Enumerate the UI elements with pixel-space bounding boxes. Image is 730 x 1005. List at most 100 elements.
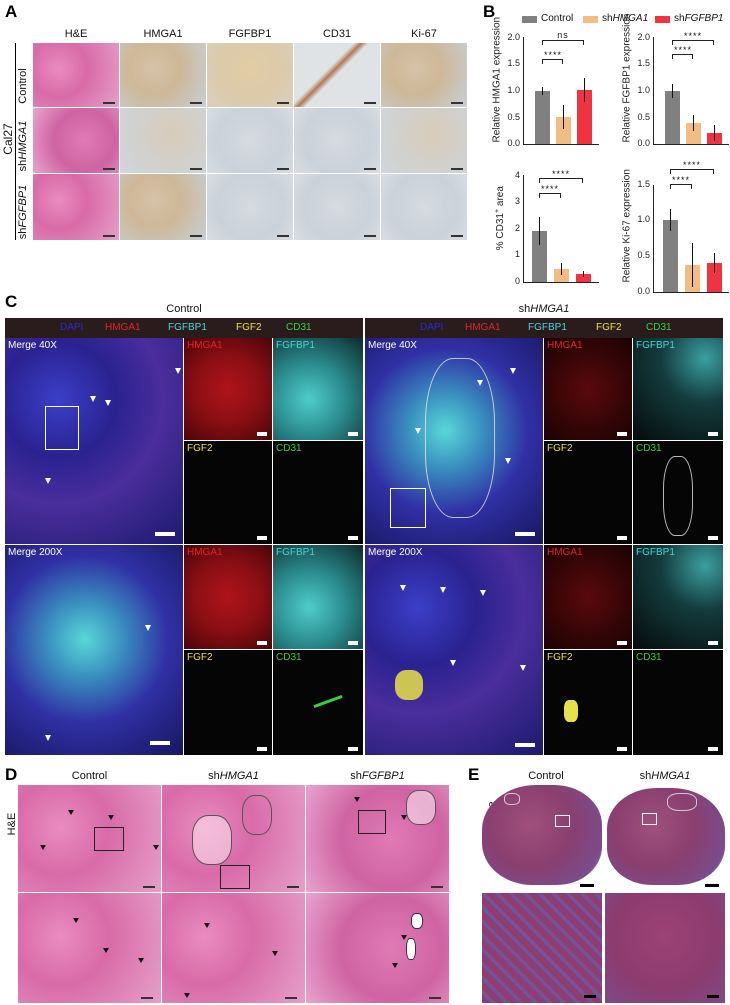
chart-cd31-ylabel: % CD31+ area [493,186,507,251]
he-low-shfgfbp1 [306,785,449,892]
sig-label: **** [682,160,701,170]
ytick: 2 [514,223,520,233]
panel-e-letter: E [468,765,480,784]
if-shhmga1-fgf2-40x: FGF2 [544,441,632,544]
if-shhmga1-merge-40x: Merge 40X [365,338,543,544]
sig-label: **** [683,31,702,41]
panel-a-col-fgfbp1: FGFBP1 [228,28,272,40]
ytick: 0.5 [637,250,650,260]
ytick: 0.5 [507,112,520,122]
ihc-tile-shhmga1-fgfbp1 [207,108,293,173]
ihc-tile-control-ki67 [381,43,467,107]
he-high-control [18,893,161,1003]
chart-ki67-expression: Relative Ki-67 expression 0.0 0.5 1.0 1.… [610,160,730,296]
zoom-box [555,815,570,827]
if-shhmga1-hmga1-40x: HMGA1 [544,338,632,440]
bar-control [535,91,550,144]
trichrome-low-shhmga1 [607,788,725,885]
ytick: 1.5 [507,58,520,68]
he-high-shfgfbp1 [306,893,449,1003]
bar-control [663,220,678,292]
panel-a-col-ki67: Ki-67 [411,28,437,40]
chart-hmga1-xaxis [523,144,599,145]
legend-swatch-shfgfbp1 [655,16,670,23]
chart-hmga1-ylabel: Relative HMGA1 expression [491,16,503,143]
bar-shhmga1 [554,269,569,282]
if-control-cd31-200x: CD31 [273,650,363,755]
panel-c-group-shhmga1: shHMGA1 [518,303,570,315]
ihc-tile-shfgfbp1-hmga1 [120,174,206,240]
panel-e-col-control: Control [528,770,564,782]
if-shhmga1-merge-200x: Merge 200X [365,545,543,755]
chart-cd31-area: % CD31+ area 0 1 2 3 4 **** **** [480,160,600,286]
ihc-tile-shhmga1-he [33,108,119,173]
if-shhmga1-fgfbp1-200x: FGFBP1 [633,545,723,649]
ytick: 2.0 [637,32,650,42]
ihc-tile-shhmga1-ki67 [381,108,467,173]
ihc-tile-control-hmga1 [120,43,206,107]
trichrome-high-shhmga1 [605,893,725,1003]
ytick: 2.0 [507,32,520,42]
ytick: 0.0 [637,138,650,148]
bar-shfgfbp1 [577,90,592,144]
if-control-fgfbp1-40x: FGFBP1 [273,338,363,440]
panel-a-col-cd31: CD31 [322,28,352,40]
panel-a-group-label: Cal27 [1,123,15,155]
bar-shfgfbp1 [707,263,722,292]
trichrome-high-control [482,893,602,1003]
bar-control [532,231,547,282]
if-shhmga1-fgf2-200x: FGF2 [544,650,632,755]
panel-c-channel-legend-control: DAPI HMGA1 FGFBP1 FGF2 CD31 [5,318,363,338]
region-outline [425,358,495,518]
fgf2-cluster [564,700,578,722]
panel-a-group-line [15,43,16,240]
ytick: 0.0 [507,138,520,148]
legend-swatch-control [522,16,537,23]
if-control-merge-40x: Merge 40X [5,338,183,544]
panel-b-letter: B [483,2,496,21]
ytick: 1.0 [507,85,520,95]
bar-shhmga1 [686,123,701,144]
bar-shfgfbp1 [576,274,591,282]
if-shhmga1-hmga1-200x: HMGA1 [544,545,632,649]
ihc-tile-shhmga1-hmga1 [120,108,206,173]
fgf2-cluster [395,670,423,700]
zoom-box [220,865,250,889]
chart-fgfbp1-ylabel: Relative FGFBP1 expression [621,13,633,143]
if-control-fgfbp1-200x: FGFBP1 [273,545,363,649]
if-control-fgf2-200x: FGF2 [184,650,272,755]
if-shhmga1-fgfbp1-40x: FGFBP1 [633,338,723,440]
legend-label-shhmga1: shHMGA1 [602,13,649,24]
he-high-shhmga1 [162,893,305,1003]
ytick: 1.0 [637,214,650,224]
sig-label: **** [671,175,690,185]
panel-a-col-hmga1: HMGA1 [143,28,183,40]
ytick: 0.0 [637,286,650,296]
ytick: 3 [514,196,520,206]
sig-label: **** [540,184,559,194]
panel-a-row-shfgfbp1: shFGFBP1 [17,184,29,240]
sig-label: ns [557,30,569,40]
panel-c-channel-legend-shhmga1: DAPI HMGA1 FGFBP1 FGF2 CD31 [365,318,723,338]
bar-control [665,91,680,144]
ytick: 1.5 [637,58,650,68]
zoom-box [45,406,79,450]
panel-a-letter: A [5,2,18,21]
panel-d-col-control: Control [71,770,108,782]
he-low-shhmga1 [162,785,305,892]
if-control-hmga1-40x: HMGA1 [184,338,272,440]
if-control-merge-200x: Merge 200X [5,545,183,755]
bar-shhmga1 [556,117,571,144]
zoom-box [642,813,657,825]
chart-hmga1-expression: Relative HMGA1 expression 0.0 0.5 1.0 1.… [480,16,600,150]
ytick: 1.5 [637,179,650,189]
he-low-control [18,785,161,892]
ihc-tile-control-cd31 [294,43,380,107]
chart-hmga1-yaxis [523,37,524,144]
ihc-tile-shhmga1-cd31 [294,108,380,173]
if-shhmga1-cd31-40x: CD31 [633,441,723,544]
ytick: 0 [514,276,520,286]
panel-c-letter: C [5,292,18,311]
ihc-tile-shfgfbp1-he [33,174,119,240]
sig-label: **** [543,50,562,60]
